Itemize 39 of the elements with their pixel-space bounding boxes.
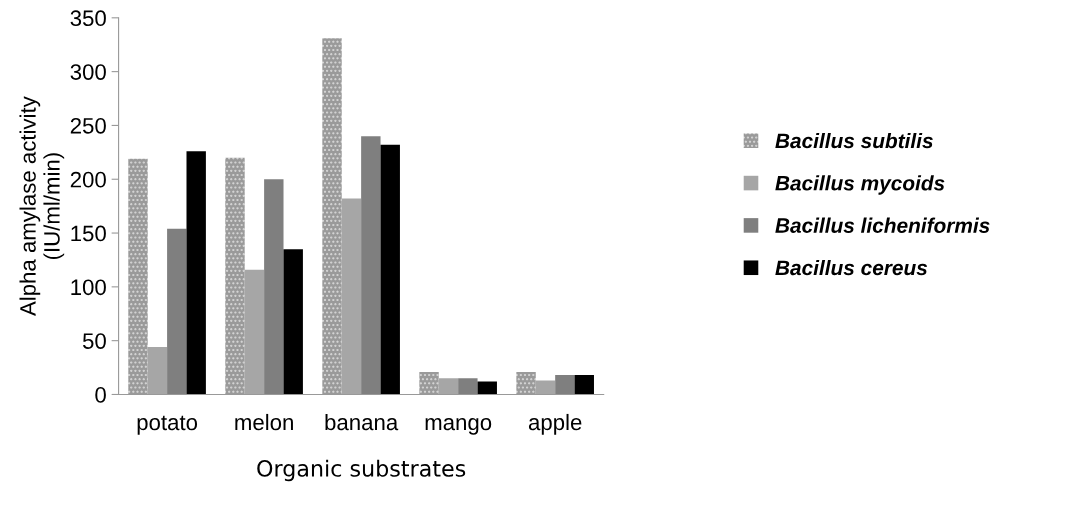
bar — [458, 378, 478, 395]
bar — [264, 179, 284, 395]
y-tick-label: 300 — [70, 64, 106, 80]
y-tick-label: 0 — [95, 387, 106, 403]
bar — [477, 381, 497, 395]
bar — [128, 158, 148, 395]
bar — [167, 228, 187, 395]
legend-label: Bacillus cereus — [775, 259, 928, 276]
x-tick-label: apple — [528, 413, 582, 435]
y-tick-label: 250 — [70, 117, 106, 134]
x-tick-label: potato — [137, 415, 198, 435]
x-tick-label: melon — [235, 413, 293, 431]
bar — [225, 157, 245, 395]
legend-label: Bacillus mycoids — [775, 175, 945, 195]
y-tick-label: 50 — [82, 333, 106, 349]
bar — [419, 371, 439, 395]
bar — [574, 375, 594, 395]
bar — [341, 198, 362, 395]
x-tick-label: banana — [325, 413, 399, 431]
legend-label: Bacillus licheniformis — [775, 217, 990, 233]
y-tick-label: 200 — [70, 171, 106, 188]
bar — [244, 269, 265, 395]
bar — [555, 375, 575, 395]
bar — [361, 136, 381, 395]
bar — [535, 380, 556, 395]
y-tick-label: 150 — [71, 225, 106, 242]
x-tick-label: mango — [425, 418, 492, 435]
y-tick-label: 100 — [71, 279, 106, 296]
y-axis-title: Alpha amylase activity (IU/ml/min) — [19, 96, 65, 317]
bar — [322, 38, 342, 395]
bar — [380, 144, 400, 395]
bar — [516, 371, 536, 395]
bar — [147, 347, 168, 395]
x-axis-title: Organic substrates — [257, 459, 466, 482]
y-tick-label: 350 — [70, 10, 106, 27]
legend-label: Bacillus subtilis — [775, 132, 933, 149]
bar — [438, 378, 459, 395]
bar — [186, 151, 206, 395]
bar — [283, 249, 303, 395]
